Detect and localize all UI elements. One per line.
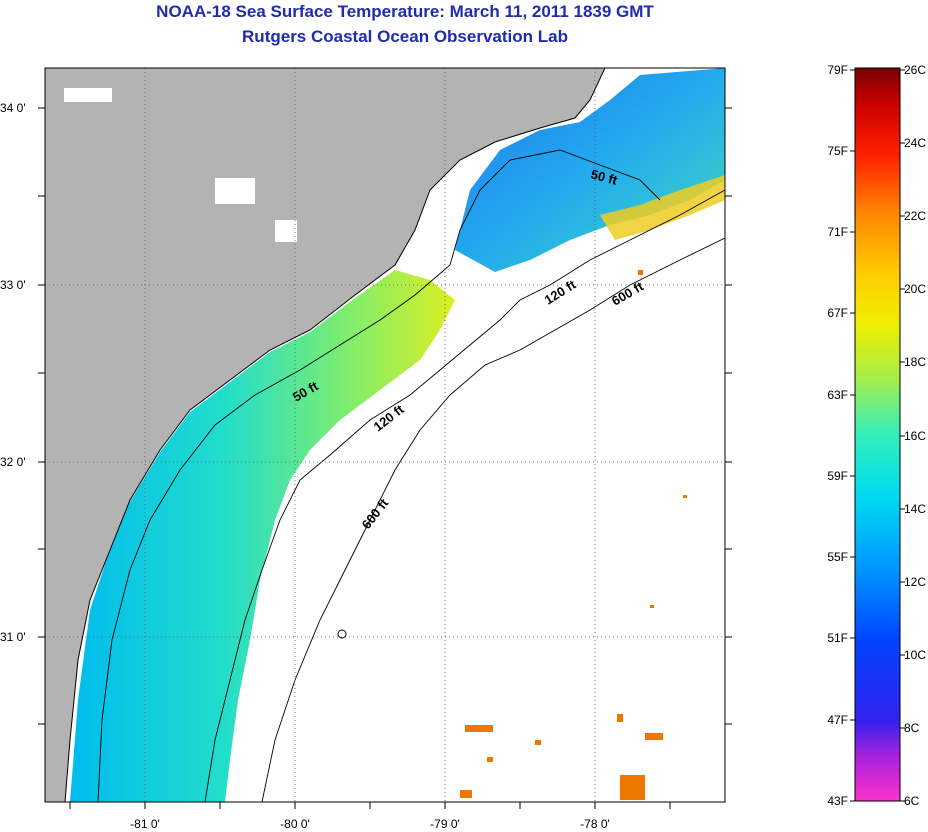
colorbar-f-label: 55F xyxy=(827,550,848,564)
no-data-speck xyxy=(215,178,255,204)
map-frame xyxy=(44,67,726,803)
colorbar-f-label: 51F xyxy=(827,631,848,645)
map-title: NOAA-18 Sea Surface Temperature: March 1… xyxy=(156,2,654,21)
sst-north-patch xyxy=(455,68,725,272)
colorbar-c-label: 18C xyxy=(904,355,926,369)
colorbar-c-label: 26C xyxy=(904,63,926,77)
sst-warm-patch xyxy=(600,175,725,240)
colorbar-f-label: 63F xyxy=(827,388,848,402)
colorbar-c-label: 20C xyxy=(904,282,926,296)
lon-label-81: -81 0' xyxy=(130,817,160,831)
colorbar-c-label: 14C xyxy=(904,502,926,516)
map-area xyxy=(45,68,725,802)
lon-label-78: -78 0' xyxy=(580,817,610,831)
colorbar-f-label: 59F xyxy=(827,469,848,483)
colorbar-f-label: 67F xyxy=(827,306,848,320)
no-data-speck xyxy=(64,88,112,102)
colorbar-c-label: 12C xyxy=(904,575,926,589)
sst-coastal-band xyxy=(70,270,455,802)
no-data-speck xyxy=(275,220,297,242)
seamount-contour xyxy=(337,629,347,639)
map-subtitle: Rutgers Coastal Ocean Observation Lab xyxy=(242,27,568,46)
contour-50ft xyxy=(97,149,661,802)
colorbar-c-label: 10C xyxy=(904,648,926,662)
colorbar xyxy=(854,67,901,802)
colorbar-f-label: 75F xyxy=(827,144,848,158)
land-mass xyxy=(45,68,605,802)
colorbar-c-label: 24C xyxy=(904,136,926,150)
lon-label-79: -79 0' xyxy=(430,817,460,831)
colorbar-c-label: 16C xyxy=(904,429,926,443)
colorbar-f-label: 47F xyxy=(827,713,848,727)
lat-label-32: 32 0' xyxy=(0,455,26,469)
colorbar-f-label: 79F xyxy=(827,63,848,77)
contour-label-50ft-north: 50 ft xyxy=(589,166,619,188)
sst-gulfstream-pixels xyxy=(460,270,687,800)
colorbar-c-label: 22C xyxy=(904,209,926,223)
lat-label-33: 33 0' xyxy=(0,278,26,292)
colorbar-c-label: 8C xyxy=(904,721,920,735)
contour-600ft xyxy=(261,237,725,802)
colorbar-f-label: 43F xyxy=(827,794,848,808)
coastline xyxy=(64,68,606,802)
axis-ticks xyxy=(38,107,732,809)
colorbar-c-label: 6C xyxy=(904,794,920,808)
lon-label-80: -80 0' xyxy=(280,817,310,831)
contour-120ft xyxy=(204,189,725,802)
colorbar-f-label: 71F xyxy=(827,225,848,239)
lat-label-34: 34 0' xyxy=(0,101,26,115)
lat-label-31: 31 0' xyxy=(0,630,26,644)
lat-lon-grid xyxy=(45,68,725,802)
colorbar-ticks xyxy=(850,69,905,802)
